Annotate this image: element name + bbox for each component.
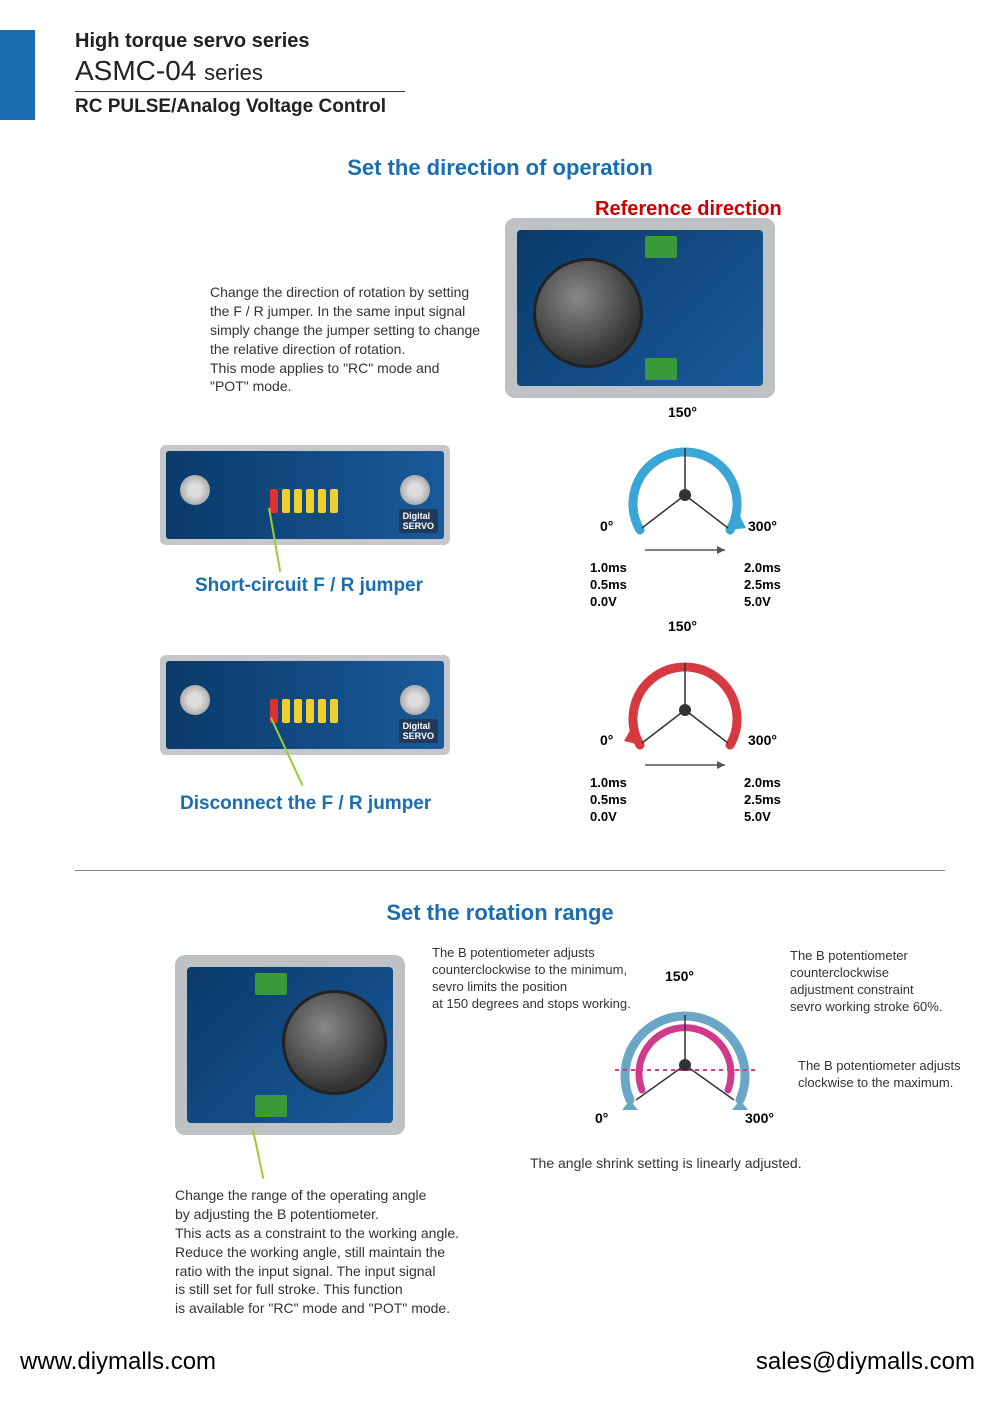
jumper-label-short: Short-circuit F / R jumper	[195, 575, 423, 597]
servo-board-potentiometer	[175, 955, 405, 1135]
range-gauge-left: 0°	[595, 1110, 608, 1126]
product-name: ASMC-04	[75, 55, 196, 86]
gauge2-right: 300°	[748, 732, 777, 748]
gauge1-right: 300°	[748, 518, 777, 534]
linear-note: The angle shrink setting is linearly adj…	[530, 1155, 802, 1171]
gauge2-col-right: 2.0ms 2.5ms 5.0V	[744, 775, 781, 826]
note-min: The B potentiometer adjusts counterclock…	[432, 945, 631, 1013]
note-max: The B potentiometer adjusts clockwise to…	[798, 1058, 961, 1092]
range-gauge-right: 300°	[745, 1110, 774, 1126]
section1-body: Change the direction of rotation by sett…	[210, 283, 480, 396]
gauge-cw	[590, 625, 780, 795]
section1-title: Set the direction of operation	[0, 155, 1000, 181]
gauge1-top: 150°	[668, 404, 697, 420]
servo-board-reference	[505, 218, 775, 398]
section2-title: Set the rotation range	[0, 900, 1000, 926]
blue-side-bar	[0, 30, 35, 120]
header-line1: High torque servo series	[75, 30, 405, 53]
gauge1-left: 0°	[600, 518, 613, 534]
jumper-board-short: DigitalSERVO	[160, 445, 450, 545]
section2-body: Change the range of the operating angle …	[175, 1186, 459, 1318]
jumper-board-disconnect: DigitalSERVO	[160, 655, 450, 755]
note-60pct: The B potentiometer counterclockwise adj…	[790, 948, 942, 1016]
header-line2: ASMC-04 series	[75, 55, 405, 87]
footer-email: sales@diymalls.com	[756, 1348, 975, 1376]
header-block: High torque servo series ASMC-04 series …	[75, 30, 405, 118]
gauge-ccw	[590, 410, 780, 580]
gauge2-top: 150°	[668, 618, 697, 634]
leader-line-3	[252, 1130, 264, 1179]
section-divider	[75, 870, 945, 871]
gauge2-left: 0°	[600, 732, 613, 748]
gauge2-col-left: 1.0ms 0.5ms 0.0V	[590, 775, 627, 826]
range-gauge-top: 150°	[665, 968, 694, 984]
header-divider	[75, 91, 405, 92]
product-suffix: series	[204, 60, 263, 85]
gauge1-col-left: 1.0ms 0.5ms 0.0V	[590, 560, 627, 611]
gauge1-col-right: 2.0ms 2.5ms 5.0V	[744, 560, 781, 611]
footer-url: www.diymalls.com	[20, 1348, 216, 1376]
header-line3: RC PULSE/Analog Voltage Control	[75, 96, 405, 118]
jumper-label-disconnect: Disconnect the F / R jumper	[180, 793, 431, 815]
